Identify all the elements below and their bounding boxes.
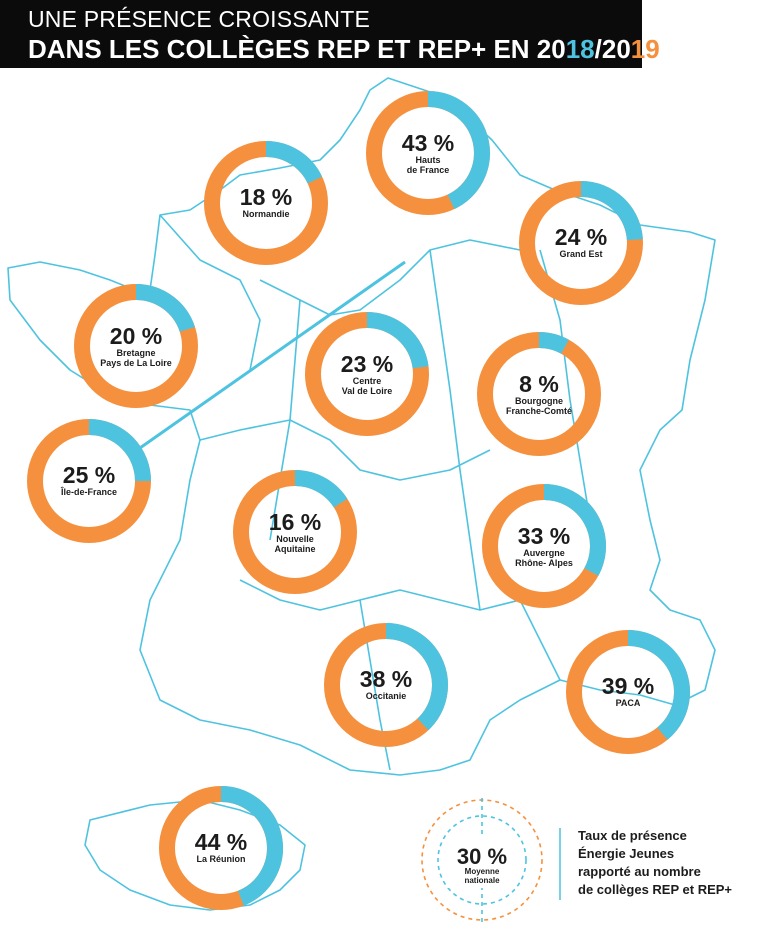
- legend-text-block: Taux de présence Énergie Jeunes rapporté…: [578, 828, 732, 897]
- donut-segment-ile-de-france: [88, 419, 151, 482]
- national-average-donut: 30 % Moyenne nationale: [421, 798, 543, 922]
- region-border-2: [199, 419, 491, 481]
- donut-label-nouvelle-aquitaine-2: Aquitaine: [274, 544, 315, 554]
- donut-label-bourgogne-1: Bourgogne: [515, 396, 563, 406]
- region-border-7: [159, 214, 261, 371]
- donut-value-la-reunion: 44 %: [195, 829, 247, 855]
- title-line-2-prefix: DANS LES COLLÈGES REP ET REP+ EN 20: [28, 34, 566, 64]
- national-average-label-line-1: Moyenne: [465, 867, 500, 876]
- title-year-b: 19: [631, 34, 660, 64]
- donut-segment-paca: [627, 630, 690, 740]
- donut-value-paca: 39 %: [602, 673, 654, 699]
- donut-segment-centre: [366, 312, 429, 369]
- title-year-b-digits: 19: [630, 34, 660, 64]
- title-year-separator: /20: [594, 34, 631, 64]
- donut-segment-bretagne: [135, 284, 195, 333]
- legend-line-1: Taux de présence: [578, 828, 687, 843]
- france-outline: [7, 77, 716, 776]
- donut-segment-bourgogne: [538, 332, 569, 354]
- donut-value-occitanie: 38 %: [360, 666, 412, 692]
- header-banner: UNE PRÉSENCE CROISSANTE DANS LES COLLÈGE…: [0, 0, 660, 68]
- reunion-island-outline: [84, 799, 306, 911]
- donut-label-auvergne-2: Rhône- Alpes: [515, 558, 573, 568]
- donut-grand-est: 24 %Grand Est: [519, 181, 643, 305]
- donut-label-grand-est-1: Grand Est: [559, 249, 602, 259]
- donut-occitanie: 38 %Occitanie: [324, 623, 448, 747]
- donut-segment-auvergne: [543, 484, 606, 576]
- donut-segment-hauts-de-france: [427, 91, 490, 210]
- title-year-a: 18: [566, 34, 595, 64]
- donut-segment-occitanie: [385, 623, 448, 731]
- title-line-2: DANS LES COLLÈGES REP ET REP+ EN 2018/20…: [28, 34, 660, 65]
- donut-segment-nouvelle-aquitaine: [294, 470, 348, 508]
- region-border-1: [259, 239, 521, 316]
- national-average-label-line-2: nationale: [464, 876, 500, 885]
- donut-normandie: 18 %Normandie: [204, 141, 328, 265]
- donut-label-auvergne-1: Auvergne: [523, 548, 565, 558]
- donut-label-centre-1: Centre: [353, 376, 382, 386]
- donut-label-paca-1: PACA: [616, 698, 641, 708]
- donut-label-bretagne-2: Pays de La Loire: [100, 358, 172, 368]
- donut-label-nouvelle-aquitaine-1: Nouvelle: [276, 534, 314, 544]
- national-average-text-backdrop: [448, 838, 516, 888]
- donut-segment-normandie: [265, 141, 323, 184]
- donut-segment-la-reunion: [220, 786, 283, 906]
- donut-label-la-reunion-1: La Réunion: [197, 854, 246, 864]
- donut-label-normandie-1: Normandie: [242, 209, 289, 219]
- donut-paca: 39 %PACA: [566, 630, 690, 754]
- donut-value-centre: 23 %: [341, 351, 393, 377]
- donut-la-reunion: 44 %La Réunion: [159, 786, 283, 910]
- donut-label-bourgogne-2: Franche-Comté: [506, 406, 572, 416]
- region-border-4: [269, 299, 301, 541]
- donut-label-occitanie-1: Occitanie: [366, 691, 407, 701]
- donut-value-normandie: 18 %: [240, 184, 292, 210]
- donut-value-grand-est: 24 %: [555, 224, 607, 250]
- donut-value-auvergne: 33 %: [518, 523, 570, 549]
- ile-de-france-connector-line: [129, 260, 406, 457]
- donut-label-hauts-de-france-2: de France: [407, 165, 450, 175]
- donut-label-hauts-de-france-1: Hauts: [415, 155, 440, 165]
- region-border-3: [239, 579, 521, 611]
- donut-ile-de-france: 25 %Île-de-France: [27, 419, 151, 543]
- donut-value-bourgogne: 8 %: [519, 371, 559, 397]
- legend-line-4: de collèges REP et REP+: [578, 882, 732, 897]
- legend-line-3: rapporté au nombre: [578, 864, 701, 879]
- donut-value-bretagne: 20 %: [110, 323, 162, 349]
- donut-value-ile-de-france: 25 %: [63, 462, 115, 488]
- national-average-value: 30 %: [457, 844, 507, 869]
- region-border-5: [429, 249, 481, 611]
- donut-value-nouvelle-aquitaine: 16 %: [269, 509, 321, 535]
- donut-label-centre-2: Val de Loire: [342, 386, 393, 396]
- donut-label-ile-de-france-1: Île-de-France: [60, 486, 117, 497]
- donut-segment-grand-est: [580, 181, 643, 241]
- donut-value-hauts-de-france: 43 %: [402, 130, 454, 156]
- national-average-inner-ring: [437, 815, 527, 905]
- region-border-9: [519, 599, 561, 681]
- legend-line-2: Énergie Jeunes: [578, 846, 674, 861]
- title-line-1: UNE PRÉSENCE CROISSANTE: [28, 6, 370, 32]
- title-year-a-digits: 18: [565, 34, 595, 64]
- donut-label-bretagne-1: Bretagne: [116, 348, 155, 358]
